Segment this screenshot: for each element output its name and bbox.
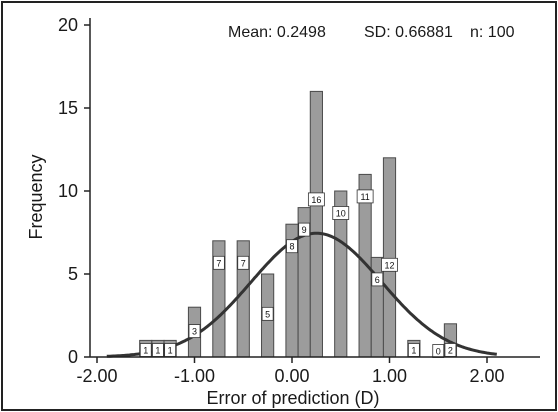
bar-value-box [356,189,374,204]
x-axis-label: Error of prediction (D) [206,388,379,408]
bar-value-label: 2 [448,346,453,356]
bar-value-label: 12 [384,260,394,270]
bar-value-label: 10 [336,209,346,219]
bar-value-label: 1 [411,346,416,356]
x-tick-label: -2.00 [76,366,117,386]
y-tick-label: 10 [58,181,78,201]
bar-value-box [298,222,311,237]
bar-value-label: 6 [375,275,380,285]
histogram-bar [382,157,397,358]
bar-value-label: 1 [143,346,148,356]
bar-value-box [371,272,384,287]
bar-value-label: 1 [155,346,160,356]
bar-value-box [237,255,250,270]
bar-value-box [381,257,398,272]
bar-value-label: 7 [241,258,246,268]
x-tick-label: 2.00 [469,366,504,386]
y-tick-label: 0 [68,347,78,367]
bar-value-label: 0 [436,347,441,357]
y-tick-label: 5 [68,264,78,284]
bar-value-label: 9 [302,225,307,235]
x-tick-label: -1.00 [174,366,215,386]
bar-value-box [286,239,298,254]
x-tick-label: 0.00 [274,366,309,386]
bar-value-label: 5 [265,309,270,319]
y-axis-label: Frequency [26,154,46,239]
sd-label: SD: 0.66881 [364,24,453,41]
bar-value-box [261,306,274,321]
x-tick-label: 1.00 [372,366,407,386]
bar-value-label: 16 [311,195,321,205]
y-tick-label: 20 [58,15,78,35]
bar-value-label: 8 [289,242,294,252]
bar-value-label: 3 [192,327,197,337]
y-tick-label: 15 [58,98,78,118]
histogram-bar [309,90,323,358]
bar-value-box [212,255,225,270]
bar-value-label: 7 [216,258,221,268]
bar-value-box [188,324,201,339]
bar-value-label: 11 [360,192,369,202]
n-label: n: 100 [470,24,515,41]
bar-value-box [332,206,350,220]
bar-value-box [307,192,325,207]
bar-value-label: 1 [168,346,173,356]
mean-label: Mean: 0.2498 [228,24,326,41]
